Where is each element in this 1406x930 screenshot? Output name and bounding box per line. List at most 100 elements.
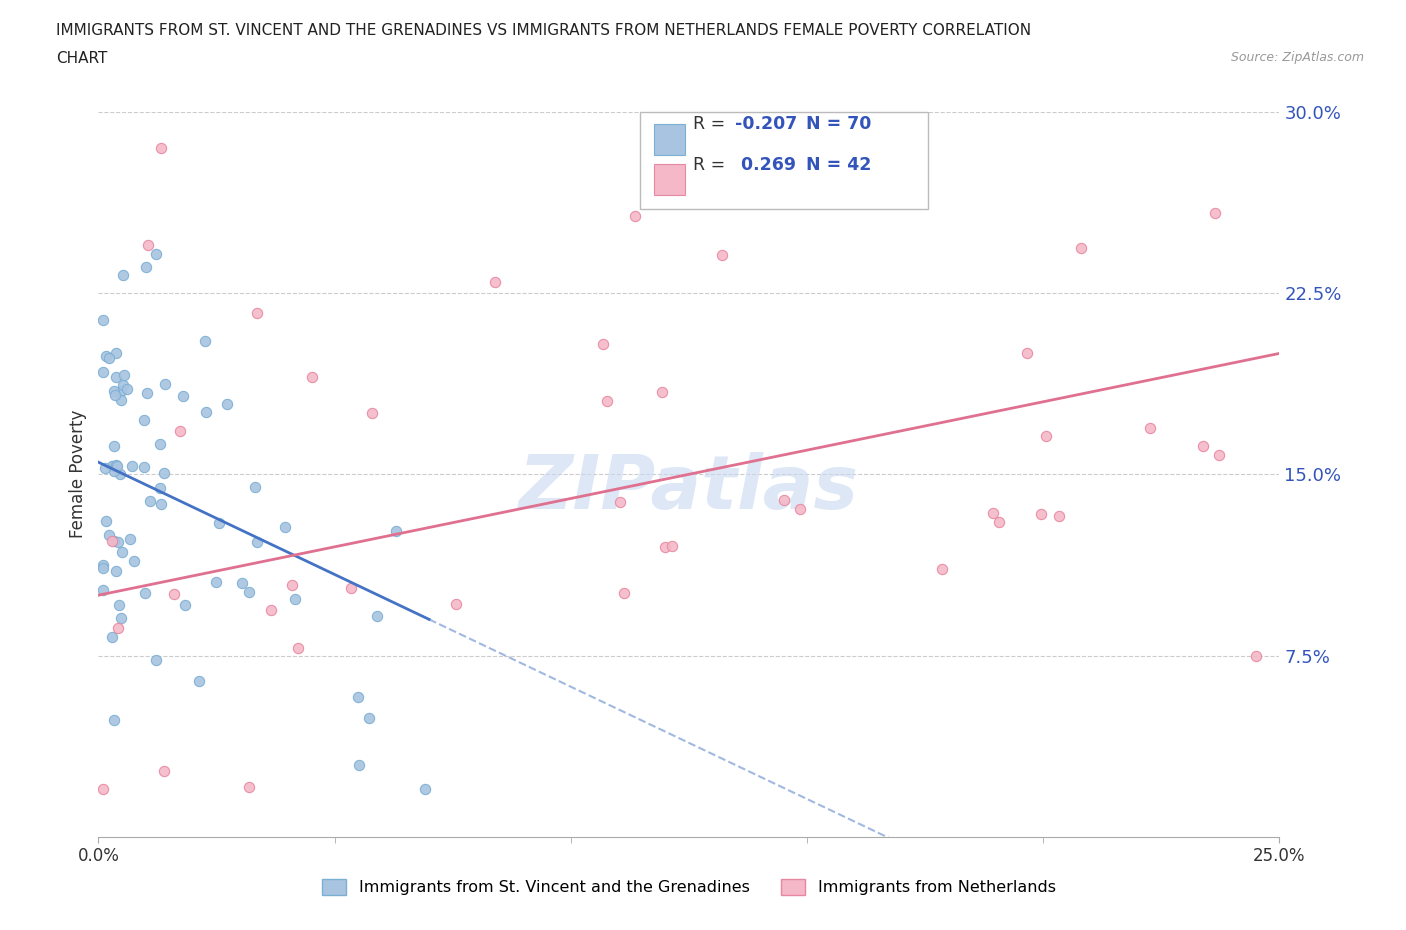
Point: [104, 564, 127, 578]
Text: -0.207: -0.207: [735, 114, 797, 133]
Point: [115, 381, 138, 396]
Point: [194, 333, 217, 348]
Point: [284, 592, 307, 607]
Point: [145, 652, 167, 667]
Point: [91, 365, 114, 379]
Point: [1139, 420, 1161, 435]
Point: [163, 587, 186, 602]
Point: [592, 336, 614, 351]
Point: [596, 393, 619, 408]
Point: [346, 689, 368, 704]
Point: [112, 268, 135, 283]
Point: [215, 396, 238, 411]
Point: [91, 557, 114, 572]
Point: [112, 378, 135, 392]
Point: [153, 764, 176, 778]
Point: [149, 140, 172, 155]
Point: [153, 377, 176, 392]
Point: [208, 516, 231, 531]
Point: [931, 562, 953, 577]
Point: [361, 405, 384, 420]
Point: [98, 351, 121, 365]
Point: [246, 534, 269, 549]
Point: [385, 524, 408, 538]
Point: [139, 494, 162, 509]
Point: [103, 463, 125, 478]
Point: [246, 305, 269, 320]
Point: [134, 586, 156, 601]
Point: [132, 459, 155, 474]
Point: [103, 713, 125, 728]
Text: ZIPatlas: ZIPatlas: [519, 452, 859, 525]
Point: [1031, 507, 1053, 522]
Point: [710, 248, 733, 263]
Text: R =: R =: [693, 155, 731, 174]
Point: [120, 531, 142, 546]
Text: N = 42: N = 42: [806, 155, 870, 174]
Point: [105, 458, 128, 472]
Point: [1204, 206, 1226, 220]
Text: CHART: CHART: [56, 51, 108, 66]
Point: [287, 641, 309, 656]
Point: [121, 458, 143, 473]
Point: [194, 405, 217, 419]
Point: [773, 493, 796, 508]
Point: [94, 513, 117, 528]
Point: [204, 575, 226, 590]
Point: [153, 466, 176, 481]
Point: [110, 392, 132, 407]
Point: [149, 497, 172, 512]
Text: Source: ZipAtlas.com: Source: ZipAtlas.com: [1230, 51, 1364, 64]
Text: 0.269: 0.269: [735, 155, 796, 174]
Point: [654, 539, 676, 554]
Point: [661, 539, 683, 554]
Point: [110, 611, 132, 626]
Point: [145, 246, 167, 261]
Point: [114, 368, 136, 383]
Y-axis label: Female Poverty: Female Poverty: [69, 410, 87, 538]
Point: [91, 312, 114, 327]
Text: R =: R =: [693, 114, 731, 133]
Point: [149, 481, 172, 496]
Point: [101, 533, 124, 548]
Point: [1047, 509, 1070, 524]
Point: [1244, 648, 1267, 663]
Point: [613, 585, 636, 600]
Point: [169, 423, 191, 438]
Point: [103, 383, 125, 398]
Point: [366, 608, 388, 623]
Point: [1192, 438, 1215, 453]
Point: [238, 584, 260, 599]
Point: [484, 274, 506, 289]
Point: [188, 673, 211, 688]
Point: [110, 467, 132, 482]
Point: [107, 535, 129, 550]
Legend: Immigrants from St. Vincent and the Grenadines, Immigrants from Netherlands: Immigrants from St. Vincent and the Gren…: [315, 872, 1063, 901]
Point: [1208, 447, 1230, 462]
Point: [104, 346, 127, 361]
Point: [172, 389, 194, 404]
Point: [134, 413, 156, 428]
Point: [107, 620, 129, 635]
Point: [624, 209, 647, 224]
Point: [301, 370, 323, 385]
Text: IMMIGRANTS FROM ST. VINCENT AND THE GRENADINES VS IMMIGRANTS FROM NETHERLANDS FE: IMMIGRANTS FROM ST. VINCENT AND THE GREN…: [56, 23, 1032, 38]
Point: [174, 597, 197, 612]
Point: [108, 597, 131, 612]
Point: [136, 237, 159, 252]
Point: [609, 495, 631, 510]
Point: [101, 630, 124, 644]
Point: [1035, 429, 1057, 444]
Point: [104, 388, 127, 403]
Point: [789, 501, 811, 516]
Point: [983, 506, 1005, 521]
Text: N = 70: N = 70: [806, 114, 870, 133]
Point: [135, 259, 157, 274]
Point: [651, 384, 673, 399]
Point: [105, 458, 128, 473]
Point: [238, 780, 260, 795]
Point: [413, 781, 436, 796]
Point: [110, 383, 132, 398]
Point: [135, 385, 157, 400]
Point: [245, 480, 267, 495]
